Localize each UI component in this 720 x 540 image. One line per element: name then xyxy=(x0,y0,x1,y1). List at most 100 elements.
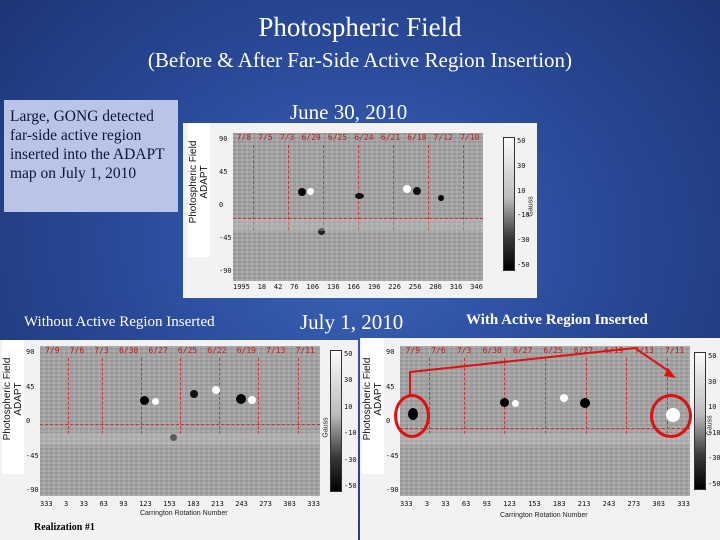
x-tick-label: 286 xyxy=(429,283,442,291)
y-tick-label: 0 xyxy=(386,417,391,425)
x-tick-label: 33 xyxy=(441,500,450,508)
date-label: 6/25 xyxy=(543,346,563,355)
x-tick-label: 243 xyxy=(602,500,616,508)
colorbar-tick-label: -50 xyxy=(708,479,720,488)
date-row: 7/8 7/5 7/3 6/29 6/25 6/24 6/21 6/18 7/12 7/10 xyxy=(233,133,483,145)
colorbar-tick-label: 10 xyxy=(517,186,526,195)
realization-label: Realization #1 xyxy=(34,522,95,533)
date-label: 7/9 xyxy=(405,346,421,355)
colorbar-tick-label: 10 xyxy=(708,403,717,412)
x-tick-label: 273 xyxy=(627,500,641,508)
x-tick-label: 42 xyxy=(273,283,283,291)
date-label: 7/10 xyxy=(460,133,480,142)
y-tick-label: 90 xyxy=(219,135,228,143)
date-label: 7/11 xyxy=(665,346,685,355)
inserted-region-circle-left xyxy=(394,394,430,438)
x-tick-label: 3 xyxy=(64,500,69,508)
colorbar-tick-label: -10 xyxy=(708,428,720,437)
date-label: 6/25 xyxy=(177,346,198,355)
map-panel-top: Photospheric Field ADAPT 7/8 7/5 7/3 6/29 6/2… xyxy=(183,123,537,298)
x-ticks: 333 3 33 63 93 123 153 183 213 243 273 303 333 xyxy=(400,500,690,508)
y-ticks: 90 45 0 -45 -90 xyxy=(26,348,39,494)
x-tick-label: 18 xyxy=(257,283,267,291)
x-tick-label: 123 xyxy=(139,500,152,508)
date-label: 6/22 xyxy=(207,346,227,355)
colorbar-title: Gauss xyxy=(527,196,535,217)
date-label-bottom: July 1, 2010 xyxy=(300,310,404,334)
date-label: 6/18 xyxy=(407,133,427,142)
x-tick-label: 93 xyxy=(119,500,128,508)
date-label: 6/24 xyxy=(354,133,374,142)
date-label: 7/3 xyxy=(94,346,109,355)
x-tick-label: 333 xyxy=(677,500,690,508)
y-tick-label: 0 xyxy=(26,417,31,425)
x-axis-title: Carrington Rotation Number xyxy=(500,512,588,519)
y-tick-label: -90 xyxy=(386,486,399,494)
x-tick-label: 63 xyxy=(461,500,471,508)
date-label: 6/25 xyxy=(327,133,348,142)
x-tick-label: 153 xyxy=(163,500,176,508)
colorbar-tick-label: 30 xyxy=(708,377,717,386)
x-tick-label: 136 xyxy=(326,283,340,291)
inserted-region-circle-right xyxy=(650,394,692,438)
date-label: 6/19 xyxy=(236,346,256,355)
x-tick-label: 183 xyxy=(552,500,566,508)
date-label: 7/8 xyxy=(236,133,252,142)
magnetogram-top: 7/8 7/5 7/3 6/29 6/25 6/24 6/21 6/18 7/12 7/10 xyxy=(233,133,483,281)
x-tick-label: 153 xyxy=(528,500,541,508)
date-label: 6/22 xyxy=(573,346,594,355)
date-label: 7/3 xyxy=(279,133,295,142)
x-tick-label: 333 xyxy=(400,500,413,508)
x-tick-label: 63 xyxy=(99,500,108,508)
x-tick-label: 333 xyxy=(307,500,320,508)
y-tick-label: -90 xyxy=(26,486,39,494)
y-tick-label: 90 xyxy=(26,348,35,356)
y-ticks: 90 45 0 -45 -90 xyxy=(386,348,399,494)
date-label: 7/13 xyxy=(634,346,654,355)
date-label: 7/9 xyxy=(45,346,60,355)
map-panel-left: Photospheric Field ADAPT 7/9 7/6 7/3 6/30 6/2… xyxy=(0,340,358,540)
x-tick-label: 226 xyxy=(388,283,401,291)
y-tick-label: 45 xyxy=(219,168,228,176)
colorbar-title: Gauss xyxy=(322,417,330,438)
magnetogram-right: 7/9 7/6 7/3 6/30 6/27 6/25 6/22 6/19 7/13 7/11 xyxy=(400,346,690,496)
x-tick-label: 93 xyxy=(482,500,491,508)
date-label: 7/3 xyxy=(456,346,472,355)
x-tick-label: 3 xyxy=(424,500,430,508)
y-tick-label: -45 xyxy=(386,451,399,460)
x-tick-label: 256 xyxy=(408,283,422,291)
date-label: 7/13 xyxy=(266,346,286,355)
colorbar-tick-label: 50 xyxy=(344,350,353,358)
x-tick-label: 303 xyxy=(652,500,666,508)
magnetogram-left: 7/9 7/6 7/3 6/30 6/27 6/25 6/22 6/19 7/13 7/11 xyxy=(40,346,320,496)
date-label: 6/29 xyxy=(301,133,321,142)
colorbar-ticks: 50 30 10 -10 -30 -50 xyxy=(517,137,530,269)
x-tick-label: 346 xyxy=(470,283,483,291)
x-tick-label: 303 xyxy=(283,500,296,508)
date-label: 6/30 xyxy=(482,346,502,355)
date-label-top: June 30, 2010 xyxy=(290,100,408,124)
x-tick-label: 76 xyxy=(290,283,299,291)
x-tick-label: 213 xyxy=(211,500,224,508)
colorbar-tick-label: 50 xyxy=(708,352,717,360)
colorbar xyxy=(503,137,515,271)
y-tick-label: 0 xyxy=(219,201,224,209)
x-tick-label: 333 xyxy=(40,500,53,508)
y-tick-label: -45 xyxy=(219,234,232,242)
colorbar-tick-label: -50 xyxy=(344,481,357,490)
x-tick-label: 183 xyxy=(187,500,200,508)
date-row: 7/9 7/6 7/3 6/30 6/27 6/25 6/22 6/19 7/13 7/11 xyxy=(40,346,320,358)
x-tick-label: 213 xyxy=(577,500,591,508)
colorbar-ticks: 50 30 10 -10 -30 -50 xyxy=(344,350,357,490)
slide-subtitle: (Before & After Far-Side Active Region I… xyxy=(147,48,573,72)
map-panel-right: Photospheric Field ADAPT 7/9 7/6 7/3 6/30 6/2… xyxy=(360,338,720,540)
x-tick-label: 166 xyxy=(347,283,361,291)
y-tick-label: 45 xyxy=(386,382,395,391)
y-tick-label: -45 xyxy=(26,451,39,460)
panel-axis-label: Photospheric Field ADAPT xyxy=(188,123,210,257)
y-ticks: 90 45 0 -45 -90 xyxy=(219,135,232,275)
x-tick-label: 123 xyxy=(503,500,516,508)
x-tick-label: 316 xyxy=(449,283,463,291)
date-label: 6/27 xyxy=(512,346,533,355)
date-label: 6/30 xyxy=(118,346,139,355)
